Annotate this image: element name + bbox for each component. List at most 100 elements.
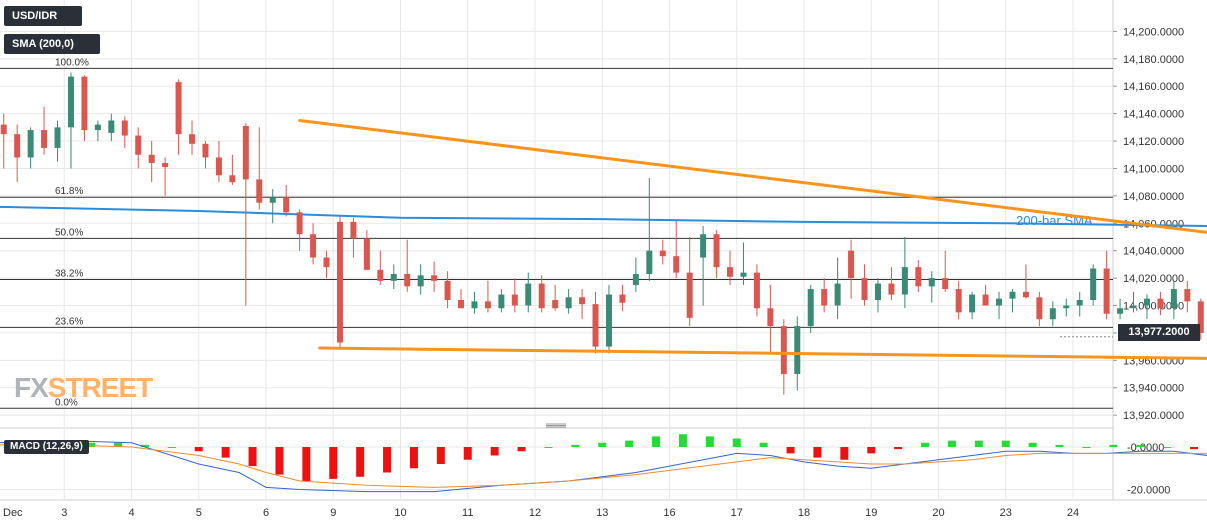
macd-histogram-bar-positive bbox=[921, 442, 930, 447]
symbol-label: USD/IDR bbox=[4, 6, 82, 26]
trendline-lower bbox=[318, 346, 1207, 360]
price-tick-label: 13,920.0000 bbox=[1123, 410, 1184, 422]
bearish-candle bbox=[121, 120, 128, 136]
bullish-candle bbox=[390, 273, 397, 281]
bullish-candle bbox=[525, 283, 532, 306]
macd-histogram-bar-positive bbox=[678, 434, 687, 447]
bearish-candle bbox=[767, 308, 774, 327]
macd-histogram-bar-positive bbox=[974, 440, 983, 447]
bearish-candle bbox=[363, 238, 370, 270]
macd-histogram-bar-positive bbox=[114, 442, 123, 447]
bearish-candle bbox=[135, 135, 142, 155]
macd-histogram-bar-positive bbox=[625, 440, 634, 447]
bearish-candle bbox=[1197, 301, 1204, 333]
macd-histogram-bar-positive bbox=[1001, 440, 1010, 447]
fxstreet-logo: FXSTREET bbox=[14, 372, 153, 404]
price-axis-area bbox=[1113, 0, 1207, 526]
bearish-candle bbox=[310, 234, 317, 258]
time-tick-label: 13 bbox=[596, 507, 608, 519]
price-tick-label: 14,000.0000 bbox=[1123, 301, 1184, 313]
bearish-candle bbox=[148, 154, 155, 163]
time-tick-label: 6 bbox=[263, 507, 269, 519]
price-tick-label: 14,120.0000 bbox=[1123, 136, 1184, 148]
sma-indicator-label[interactable]: SMA (200,0) bbox=[4, 34, 100, 54]
macd-histogram-bar-negative bbox=[786, 447, 795, 454]
bearish-candle bbox=[592, 304, 599, 347]
bullish-candle bbox=[1049, 308, 1056, 320]
time-tick-label: 20 bbox=[932, 507, 944, 519]
bearish-candle bbox=[229, 175, 236, 183]
macd-histogram-bar-positive bbox=[544, 447, 553, 448]
time-tick-label: 5 bbox=[196, 507, 202, 519]
bullish-candle bbox=[565, 297, 572, 309]
bearish-candle bbox=[162, 162, 169, 168]
time-tick-label: 3 bbox=[61, 507, 67, 519]
bearish-candle bbox=[215, 157, 222, 176]
macd-line bbox=[0, 440, 1207, 493]
macd-histogram-bar-negative bbox=[867, 447, 876, 454]
time-tick-label: 23 bbox=[1000, 507, 1012, 519]
bullish-candle bbox=[498, 294, 505, 309]
macd-indicator-label[interactable]: MACD (12,26,9) bbox=[4, 440, 89, 454]
bullish-candle bbox=[996, 298, 1003, 306]
time-tick-label: 11 bbox=[462, 507, 473, 519]
time-tick-label: 18 bbox=[798, 507, 810, 519]
bearish-candle bbox=[942, 278, 949, 290]
bearish-candle bbox=[458, 300, 465, 309]
macd-histogram-bar-negative bbox=[409, 447, 418, 469]
bullish-candle bbox=[94, 124, 101, 131]
bearish-candle bbox=[753, 272, 760, 309]
macd-histogram-bar-positive bbox=[598, 442, 607, 447]
bearish-candle bbox=[848, 250, 855, 279]
bearish-candle bbox=[1184, 289, 1191, 302]
macd-histogram-bar-positive bbox=[705, 436, 714, 447]
last-price-tag: 13,977.2000 bbox=[1118, 324, 1200, 341]
bullish-candle bbox=[874, 283, 881, 301]
bearish-candle bbox=[202, 143, 209, 158]
time-tick-label: 12 bbox=[529, 507, 541, 519]
bullish-candle bbox=[417, 275, 424, 287]
bullish-candle bbox=[605, 294, 612, 347]
bullish-candle bbox=[1090, 268, 1097, 301]
bullish-candle bbox=[1170, 289, 1177, 309]
bearish-candle bbox=[189, 134, 196, 144]
logo-left: FX bbox=[14, 372, 49, 403]
bearish-candle bbox=[1036, 297, 1043, 320]
fibonacci-level-label: 61.8% bbox=[55, 186, 83, 197]
bullish-candle bbox=[471, 301, 478, 309]
price-tick-label: 14,200.0000 bbox=[1123, 26, 1184, 38]
bullish-candle bbox=[928, 278, 935, 287]
time-tick-label: 19 bbox=[865, 507, 877, 519]
fibonacci-level-label: 23.6% bbox=[55, 316, 83, 327]
bearish-candle bbox=[41, 130, 48, 148]
bearish-candle bbox=[821, 289, 828, 306]
macd-histogram-bar-negative bbox=[463, 447, 472, 460]
macd-histogram-bar-negative bbox=[194, 447, 203, 452]
macd-histogram-bar-positive bbox=[732, 438, 741, 447]
bullish-candle bbox=[269, 197, 276, 203]
macd-histogram-bar-positive bbox=[87, 442, 96, 447]
bullish-candle bbox=[794, 326, 801, 375]
logo-right: STREET bbox=[47, 372, 153, 403]
bearish-candle bbox=[242, 125, 249, 180]
bearish-candle bbox=[404, 273, 411, 287]
time-tick-label: Dec bbox=[3, 507, 23, 519]
bullish-candle bbox=[67, 76, 74, 128]
fibonacci-level-label: 100.0% bbox=[55, 57, 89, 68]
sma-200-line bbox=[0, 205, 1207, 228]
bullish-candle bbox=[108, 120, 115, 133]
bearish-candle bbox=[336, 221, 343, 343]
macd-histogram-bar-positive bbox=[1163, 447, 1172, 448]
bearish-candle bbox=[175, 82, 182, 135]
price-tick-label: 14,180.0000 bbox=[1123, 54, 1184, 66]
macd-histogram-bar-positive bbox=[652, 436, 661, 447]
trendline-upper bbox=[298, 118, 1207, 234]
bearish-candle bbox=[350, 221, 357, 239]
price-tick-label: 14,100.0000 bbox=[1123, 163, 1184, 175]
bearish-candle bbox=[444, 280, 451, 301]
macd-histogram-bar-negative bbox=[517, 447, 526, 452]
bearish-candle bbox=[1157, 298, 1164, 309]
bearish-candle bbox=[1022, 291, 1029, 298]
